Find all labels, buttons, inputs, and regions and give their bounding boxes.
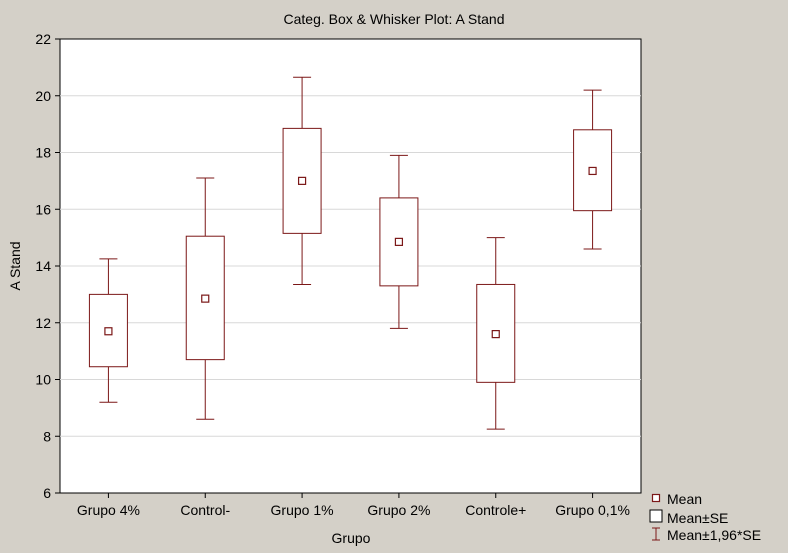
legend-label-0: Mean: [667, 491, 702, 507]
box-group-2: [282, 76, 322, 285]
y-tick-label-3: 12: [35, 315, 51, 331]
x-tick-label-3: Grupo 2%: [367, 502, 430, 518]
y-axis-label: A Stand: [7, 241, 23, 290]
y-axis: 6 8 10 12 14 16 18 20 22: [35, 31, 60, 501]
legend-item-2: Mean±1,96*SE: [652, 527, 761, 543]
y-tick-label-0: 6: [43, 485, 51, 501]
mean-marker-2: [297, 176, 307, 185]
x-axis: Grupo 4% Control- Grupo 1% Grupo 2% Controle…: [77, 493, 630, 518]
mean-marker-0: [104, 327, 113, 336]
mean-marker-1: [201, 294, 210, 303]
box-group-1: [185, 177, 225, 420]
x-tick-label-4: Controle+: [465, 502, 526, 518]
box-group-3: [379, 154, 419, 329]
chart-title: Categ. Box & Whisker Plot: A Stand: [284, 11, 505, 27]
y-tick-label-4: 14: [35, 258, 51, 274]
y-tick-label-7: 20: [35, 88, 51, 104]
x-tick-label-5: Grupo 0,1%: [555, 502, 630, 518]
legend-label-2: Mean±1,96*SE: [667, 527, 761, 543]
x-axis-label: Grupo: [332, 530, 371, 546]
x-tick-label-0: Grupo 4%: [77, 502, 140, 518]
y-tick-label-6: 18: [35, 145, 51, 161]
y-tick-label-8: 22: [35, 31, 51, 47]
mean-marker-3: [394, 237, 404, 246]
box-group-5: [573, 89, 613, 250]
legend-mean-icon: [651, 493, 661, 503]
legend-se-box-icon: [649, 509, 663, 523]
x-tick-label-2: Grupo 1%: [271, 502, 334, 518]
x-tick-label-1: Control-: [180, 502, 230, 518]
boxes: [88, 76, 613, 430]
mean-marker-5: [588, 166, 597, 176]
legend-item-0: Mean: [651, 491, 702, 507]
mean-marker-4: [491, 330, 500, 339]
box-group-0: [88, 258, 128, 403]
y-tick-label-2: 10: [35, 372, 51, 388]
legend-label-1: Mean±SE: [667, 510, 728, 526]
y-tick-label-5: 16: [35, 201, 51, 217]
gridlines: [60, 95, 641, 437]
box-group-4: [476, 237, 516, 430]
y-tick-label-1: 8: [43, 428, 51, 444]
legend-item-1: Mean±SE: [649, 509, 728, 526]
